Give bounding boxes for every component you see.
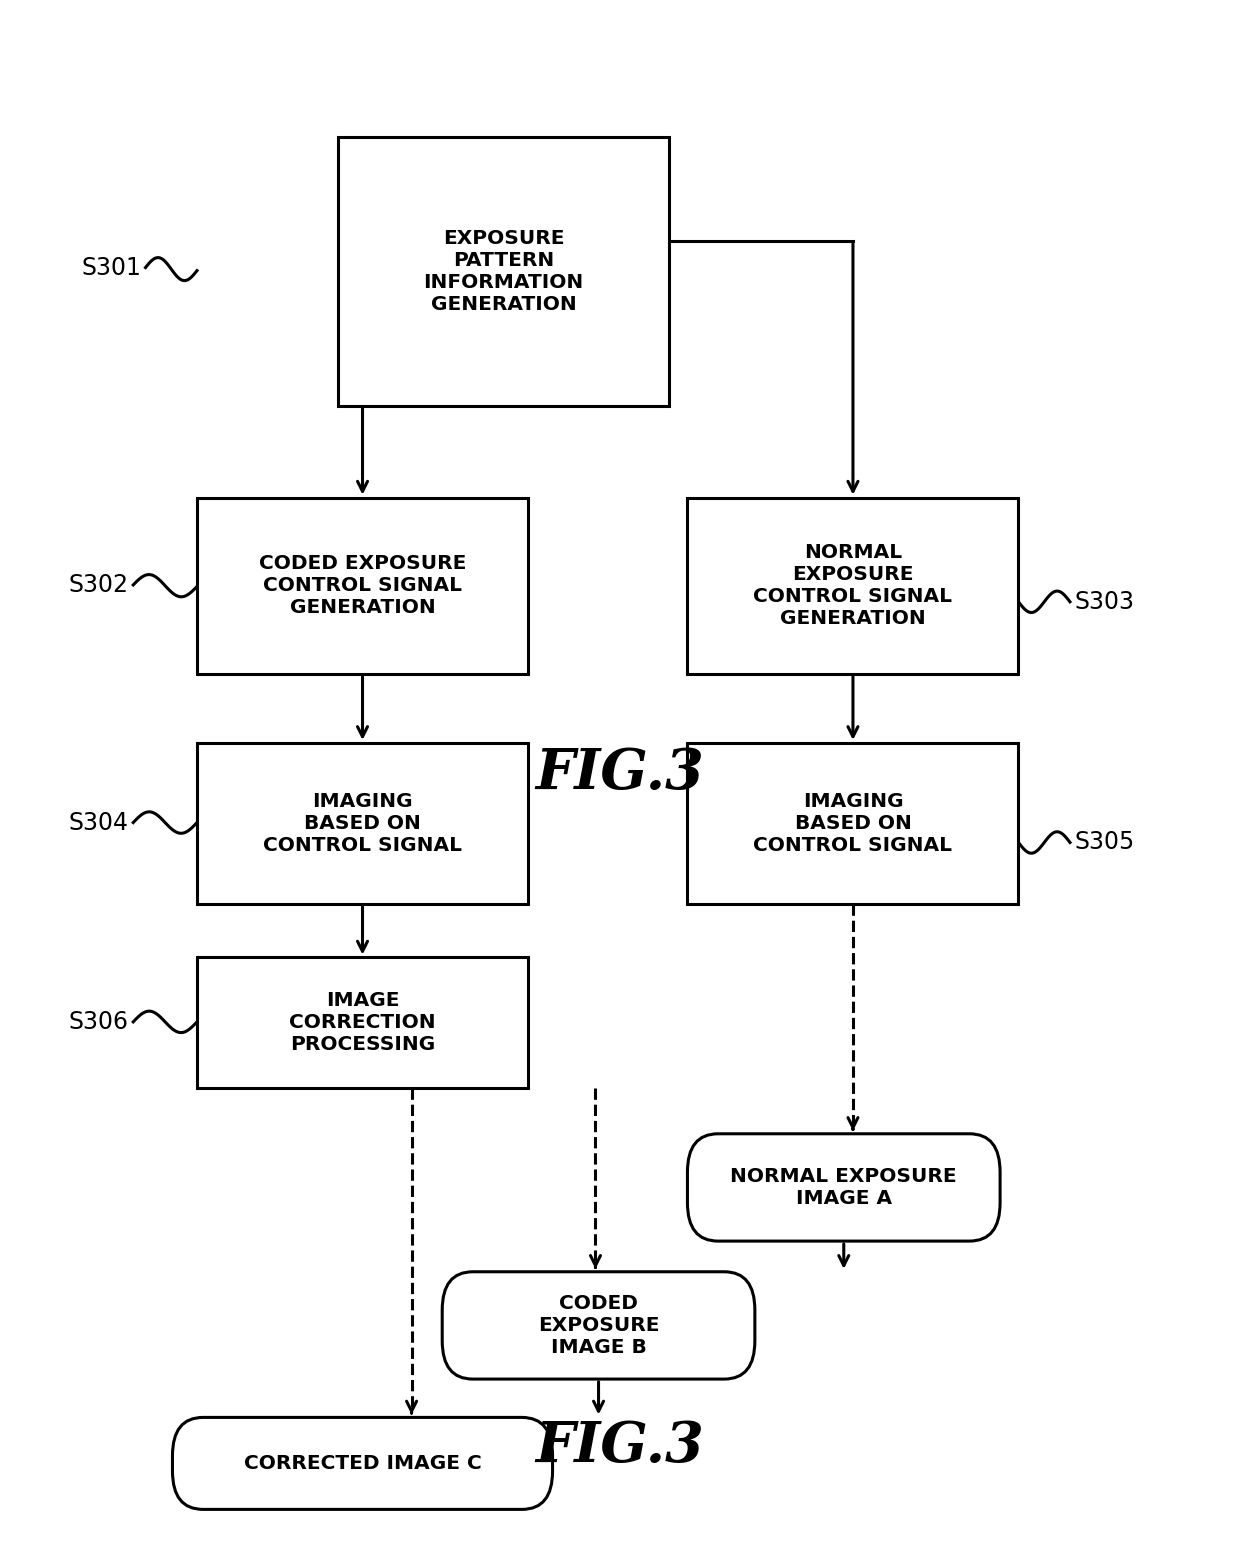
FancyBboxPatch shape xyxy=(172,1417,553,1510)
Text: CODED
EXPOSURE
IMAGE B: CODED EXPOSURE IMAGE B xyxy=(538,1293,660,1357)
Text: IMAGING
BASED ON
CONTROL SIGNAL: IMAGING BASED ON CONTROL SIGNAL xyxy=(263,792,463,855)
FancyBboxPatch shape xyxy=(687,1134,1001,1241)
Text: CORRECTED IMAGE C: CORRECTED IMAGE C xyxy=(243,1454,481,1473)
Text: S304: S304 xyxy=(69,811,129,834)
Text: S306: S306 xyxy=(69,1010,129,1033)
Text: S302: S302 xyxy=(69,572,129,597)
Text: S305: S305 xyxy=(1074,831,1135,854)
FancyBboxPatch shape xyxy=(443,1272,755,1378)
FancyBboxPatch shape xyxy=(197,958,528,1088)
Text: S303: S303 xyxy=(1074,589,1135,614)
Text: NORMAL EXPOSURE
IMAGE A: NORMAL EXPOSURE IMAGE A xyxy=(730,1166,957,1208)
FancyBboxPatch shape xyxy=(197,498,528,674)
FancyBboxPatch shape xyxy=(687,498,1018,674)
FancyBboxPatch shape xyxy=(197,743,528,903)
FancyBboxPatch shape xyxy=(339,138,670,405)
Text: S301: S301 xyxy=(82,255,141,280)
Text: FIG.3: FIG.3 xyxy=(536,746,704,801)
Text: IMAGE
CORRECTION
PROCESSING: IMAGE CORRECTION PROCESSING xyxy=(289,992,435,1054)
FancyBboxPatch shape xyxy=(687,743,1018,903)
Text: IMAGING
BASED ON
CONTROL SIGNAL: IMAGING BASED ON CONTROL SIGNAL xyxy=(754,792,952,855)
Text: CODED EXPOSURE
CONTROL SIGNAL
GENERATION: CODED EXPOSURE CONTROL SIGNAL GENERATION xyxy=(259,554,466,617)
Text: NORMAL
EXPOSURE
CONTROL SIGNAL
GENERATION: NORMAL EXPOSURE CONTROL SIGNAL GENERATIO… xyxy=(754,543,952,628)
Text: EXPOSURE
PATTERN
INFORMATION
GENERATION: EXPOSURE PATTERN INFORMATION GENERATION xyxy=(423,229,584,314)
Text: FIG.3: FIG.3 xyxy=(536,1419,704,1474)
